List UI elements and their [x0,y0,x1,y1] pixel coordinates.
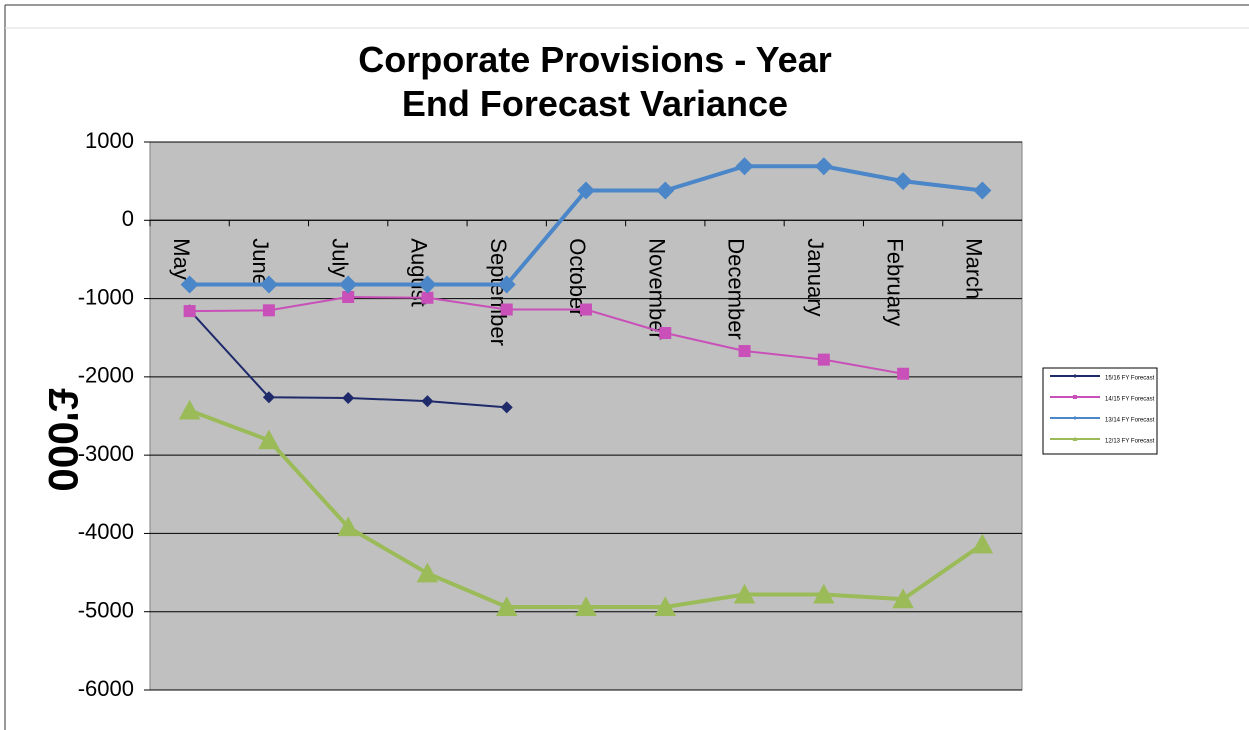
legend-label: 12/13 FY Forecast [1105,439,1155,445]
point [656,181,675,200]
point [897,367,910,380]
series-line [189,296,904,375]
y-axis-label: £'000 [40,388,87,491]
x-tick-label: October [565,238,590,316]
point [262,304,275,317]
point [495,596,518,617]
point [813,583,835,604]
y-tick-label: -1000 [78,284,134,309]
legend-label: 14/15 FY Forecast [1105,397,1155,403]
point [1073,416,1077,420]
point [892,588,914,609]
x-tick-label: January [803,238,828,316]
point [654,596,677,617]
y-tick-label: -4000 [78,519,134,544]
point [973,181,992,200]
point [416,562,439,583]
point [342,291,355,304]
x-tick-label: December [724,238,749,339]
chart-title: Corporate Provisions - Year End Forecast… [358,39,832,124]
point [342,391,355,404]
point [738,345,751,358]
x-tick-label: February [882,238,907,326]
point [497,275,516,294]
point [1073,374,1077,378]
point [500,401,513,414]
point [894,172,913,191]
x-tick-label: March [962,238,987,299]
y-tick-label: 0 [122,206,134,231]
point [183,305,196,318]
x-tick-label: November [644,238,669,339]
point [814,157,833,176]
legend-label: 13/14 FY Forecast [1105,418,1155,424]
point [735,157,754,176]
point [337,516,359,537]
legend-label: 15/16 FY Forecast [1105,376,1155,382]
point [733,583,756,604]
point [178,399,201,420]
point [258,429,280,450]
point [659,327,672,340]
y-tick-label: 1000 [85,128,134,153]
point [500,303,513,316]
point [339,275,358,294]
point [817,353,830,366]
point [1072,436,1078,441]
y-tick-label: -2000 [78,363,134,388]
point [1073,395,1077,399]
point [971,533,994,554]
point [421,291,434,304]
y-tick-label: -5000 [78,598,134,623]
point [421,395,434,408]
point [180,275,199,294]
point [577,181,595,200]
point [575,596,597,617]
x-tick-label: July [327,238,352,277]
y-tick-label: -3000 [78,441,134,466]
x-tick-label: May [169,238,194,280]
point [418,275,437,294]
point [580,303,592,316]
point [262,391,275,404]
y-tick-label: -6000 [78,676,134,701]
point [259,275,278,294]
